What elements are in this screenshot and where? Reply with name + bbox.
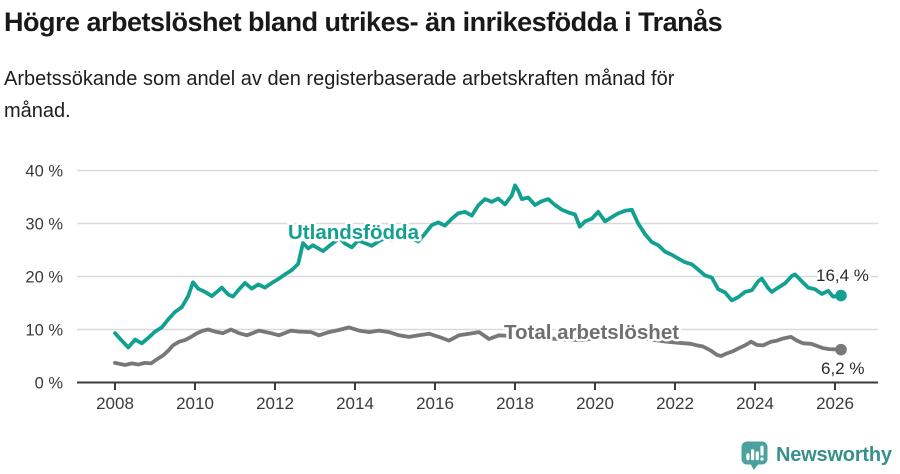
y-axis-tick-label: 10 % bbox=[25, 322, 63, 340]
series-label-total: Total arbetslöshet bbox=[504, 321, 679, 344]
x-axis-tick-label: 2016 bbox=[416, 394, 454, 413]
x-axis-tick-label: 2024 bbox=[736, 394, 774, 413]
newsworthy-logo-icon bbox=[741, 441, 768, 470]
x-axis-tick-label: 2014 bbox=[336, 394, 374, 413]
x-axis-tick-label: 2010 bbox=[176, 394, 214, 413]
series-end-value-utlandsfodda: 16,4 % bbox=[816, 266, 869, 285]
x-axis-tick-label: 2020 bbox=[576, 394, 614, 413]
page-subtitle: Arbetssökande som andel av den registerb… bbox=[4, 68, 675, 122]
page-title: Högre arbetslöshet bland utrikes- än inr… bbox=[4, 7, 723, 37]
x-axis-tick-label: 2026 bbox=[816, 394, 854, 413]
series-end-dot-total bbox=[835, 343, 847, 356]
series-line-total bbox=[113, 325, 843, 367]
x-axis-tick-label: 2022 bbox=[656, 394, 694, 413]
y-axis-tick-label: 30 % bbox=[25, 216, 63, 234]
series-label-utlandsfodda: Utlandsfödda bbox=[288, 221, 420, 244]
series-line-utlandsfodda bbox=[113, 183, 843, 350]
brand-footer: Newsworthy bbox=[741, 440, 892, 470]
series-end-dot-utlandsfodda bbox=[835, 289, 847, 302]
x-axis-tick-label: 2018 bbox=[496, 394, 534, 413]
y-axis-tick-label: 40 % bbox=[25, 163, 63, 181]
brand-name: Newsworthy bbox=[776, 443, 892, 466]
series-end-value-total: 6,2 % bbox=[821, 359, 864, 378]
y-axis-tick-label: 20 % bbox=[25, 269, 63, 287]
x-axis-tick-label: 2012 bbox=[256, 394, 294, 413]
x-axis-tick-label: 2008 bbox=[96, 394, 134, 413]
y-axis-tick-label: 0 % bbox=[35, 375, 64, 393]
